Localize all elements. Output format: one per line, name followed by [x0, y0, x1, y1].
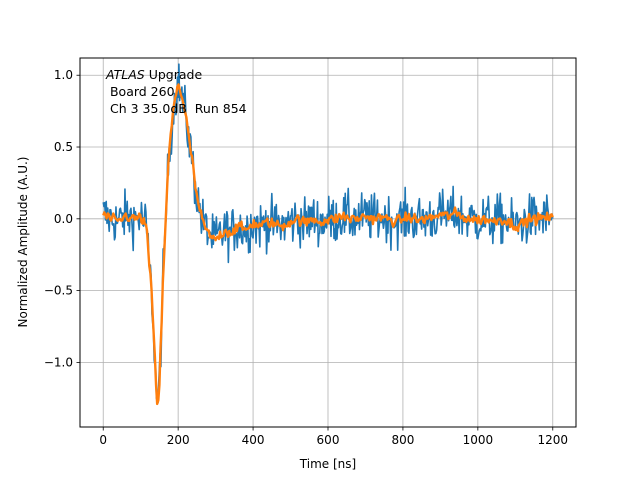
chart-annotation-line3: Ch 3 35.0dB Run 854 [106, 101, 247, 116]
x-tick-label: 200 [167, 433, 190, 447]
x-tick-label: 800 [391, 433, 414, 447]
annotation-atlas: ATLAS [105, 67, 145, 82]
series-layer [102, 63, 554, 406]
y-tick-label: 0.0 [54, 212, 73, 226]
series-line-smoothed [102, 83, 554, 406]
chart-annotation-line2: Board 260 [106, 84, 175, 99]
chart-annotation-line1: ATLAS Upgrade [105, 67, 202, 82]
x-tick-label: 600 [317, 433, 340, 447]
y-tick-label: 0.5 [54, 140, 73, 154]
y-tick-label: −0.5 [44, 284, 73, 298]
x-tick-label: 1000 [463, 433, 494, 447]
x-tick-label: 1200 [538, 433, 569, 447]
annotation-upgrade: Upgrade [145, 67, 203, 82]
x-tick-label: 0 [99, 433, 107, 447]
axis-ticks: 0 200 400 600 800 1000 1200 −1.0 −0.5 0.0 0.5 1.0 [44, 68, 568, 447]
x-axis-label: Time [ns] [299, 457, 356, 471]
y-tick-label: −1.0 [44, 355, 73, 369]
y-tick-label: 1.0 [54, 68, 73, 82]
x-tick-label: 400 [242, 433, 265, 447]
y-axis-label: Normalized Amplitude (A.U.) [16, 157, 30, 328]
